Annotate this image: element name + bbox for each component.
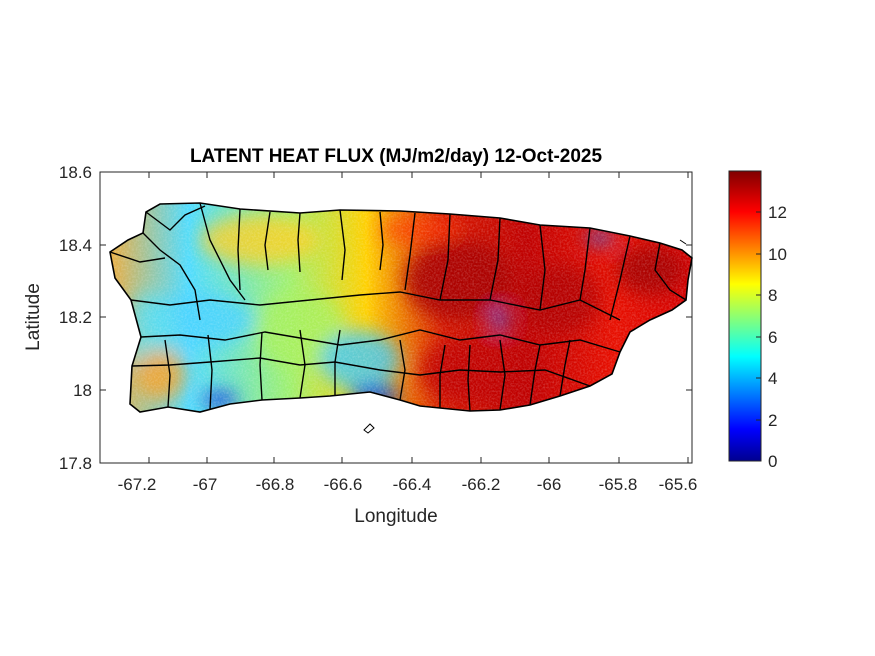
y-tick-label: 17.8 [59, 454, 92, 473]
x-axis-label: Longitude [354, 506, 437, 527]
colorbar-tick-label: 8 [768, 286, 777, 305]
x-tick-label: -66 [537, 475, 562, 494]
colorbar-tick-label: 12 [768, 203, 787, 222]
x-tick-label: -66.6 [324, 475, 363, 494]
chart-title: LATENT HEAT FLUX (MJ/m2/day) 12-Oct-2025 [190, 146, 603, 167]
colorbar-tick-label: 10 [768, 245, 787, 264]
colorbar-tick-label: 2 [768, 411, 777, 430]
y-tick-label: 18.2 [59, 308, 92, 327]
y-tick-label: 18.4 [59, 236, 92, 255]
x-tick-label: -65.8 [599, 475, 638, 494]
colorbar [728, 170, 762, 462]
municipality-boundaries [109, 202, 693, 434]
y-tick-label: 18 [73, 381, 92, 400]
x-tick-label: -67 [193, 475, 218, 494]
y-tick-label: 18.6 [59, 163, 92, 182]
heatmap-island [110, 203, 692, 412]
colorbar-tick-label: 4 [768, 369, 777, 388]
x-tick-label: -65.6 [659, 475, 698, 494]
x-tick-label: -66.4 [393, 475, 432, 494]
x-tick-label: -67.2 [118, 475, 157, 494]
x-axis [148, 172, 689, 463]
y-axis-label: Latitude [23, 283, 44, 351]
y-axis [100, 171, 692, 464]
colorbar-ticks [756, 211, 761, 462]
colorbar-tick-label: 6 [768, 328, 777, 347]
x-tick-label: -66.8 [256, 475, 295, 494]
x-tick-label: -66.2 [462, 475, 501, 494]
colorbar-tick-label: 0 [768, 452, 777, 471]
